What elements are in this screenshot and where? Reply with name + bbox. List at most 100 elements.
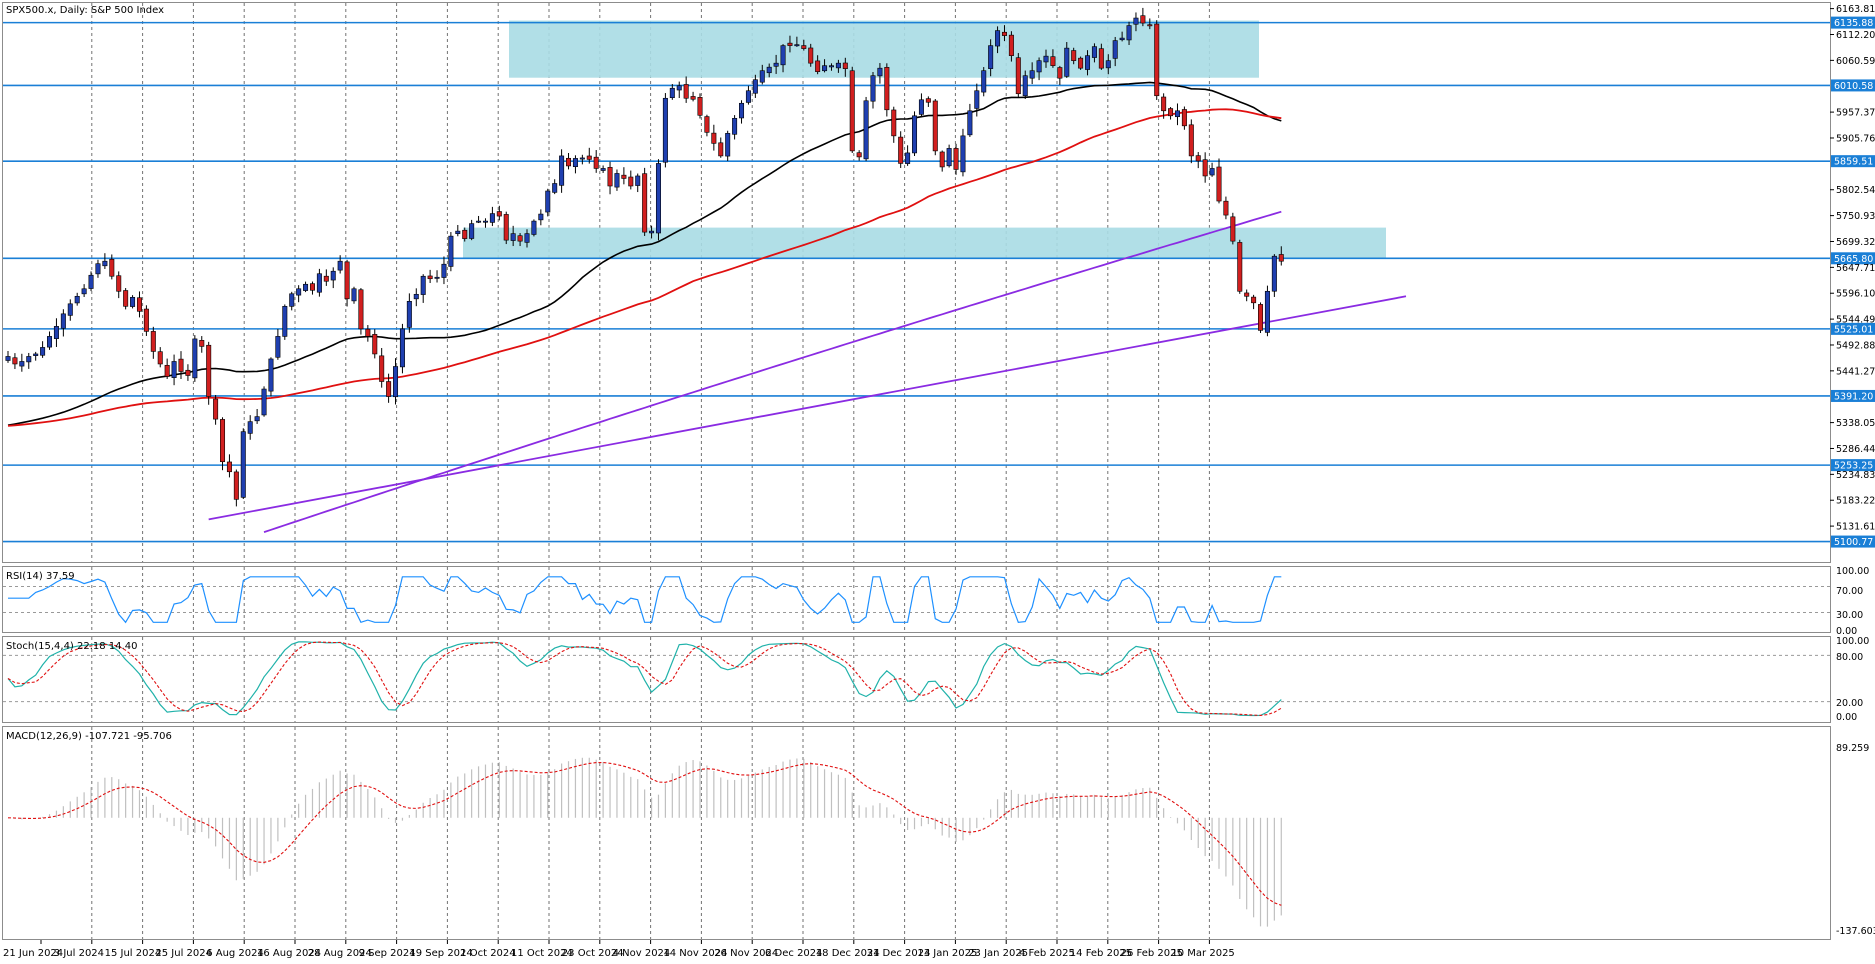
price-tick-label: 5338.05	[1836, 418, 1875, 429]
moving-averages	[7, 81, 1282, 533]
rsi-tick-0: 0.00	[1836, 626, 1857, 637]
candle-body	[171, 361, 177, 378]
candle-body	[835, 62, 841, 69]
macd-signal-line	[7, 761, 1282, 906]
candle-body	[759, 70, 765, 83]
candle-body	[1230, 216, 1236, 242]
price-tick-label: 5905.76	[1836, 133, 1875, 144]
candle-body	[323, 275, 329, 282]
candle-body	[496, 211, 502, 217]
price-tick-label: 5183.22	[1836, 496, 1875, 507]
candle-body	[1029, 70, 1035, 79]
candle-body	[427, 275, 433, 280]
candle-body	[1064, 47, 1070, 77]
candles	[5, 7, 1284, 507]
candle-body	[406, 301, 412, 328]
candle-body	[136, 297, 142, 312]
price-tick-label: 6163.81	[1836, 4, 1875, 15]
price-tick-label: 5750.93	[1836, 211, 1875, 222]
candle-body	[1244, 292, 1250, 297]
candle-body	[828, 65, 834, 68]
candle-body	[143, 308, 149, 332]
candle-body	[130, 296, 136, 307]
level-tag	[1831, 459, 1875, 472]
candle-body	[81, 288, 87, 295]
candle-body	[1168, 108, 1174, 117]
level-label: 6010.58	[1834, 81, 1873, 92]
candle-body	[316, 273, 322, 293]
price-tick-label: 6060.59	[1836, 56, 1875, 67]
candle-body	[261, 388, 267, 416]
candle-body	[628, 176, 634, 187]
candle-body	[849, 70, 855, 152]
candle-body	[614, 173, 620, 188]
level-tag	[1831, 322, 1875, 335]
level-tag	[1831, 16, 1875, 29]
candle-body	[1133, 17, 1139, 25]
candle-body	[53, 326, 59, 339]
candle-body	[1119, 37, 1125, 41]
candle-body	[178, 358, 184, 372]
macd-pane-frame	[2, 726, 1831, 940]
candle-body	[1209, 168, 1215, 176]
candle-body	[1140, 15, 1146, 24]
candle-body	[981, 70, 987, 93]
candle-body	[780, 45, 786, 66]
candle-body	[448, 235, 454, 267]
date-label: 11 Oct 2024	[511, 948, 573, 959]
date-label: 15 Jul 2024	[105, 948, 162, 959]
candle-body	[116, 275, 122, 292]
rsi-tick-100: 100.00	[1836, 566, 1869, 577]
candle-body	[386, 381, 392, 397]
candle-body	[213, 398, 219, 420]
date-label: 28 Aug 2024	[308, 948, 372, 959]
date-label: 6 Aug 2024	[206, 948, 264, 959]
candle-body	[752, 79, 758, 94]
candle-body	[150, 331, 156, 352]
candle-body	[40, 347, 46, 356]
candle-body	[192, 338, 198, 379]
candle-body	[510, 233, 516, 241]
candle-body	[1036, 60, 1042, 73]
price-tick-label: 5596.10	[1836, 289, 1875, 300]
candle-body	[33, 353, 39, 356]
candle-body	[503, 214, 509, 241]
stoch-tick-80: 80.00	[1836, 652, 1863, 663]
candle-body	[199, 340, 205, 347]
candle-body	[690, 96, 696, 100]
candle-body	[5, 356, 11, 361]
candle-body	[586, 155, 592, 160]
candle-body	[1015, 57, 1021, 95]
level-tag	[1831, 535, 1875, 548]
price-tick-label: 5286.44	[1836, 444, 1875, 455]
candle-body	[967, 110, 973, 136]
candle-body	[912, 115, 918, 154]
candle-body	[1237, 242, 1243, 292]
candle-body	[1202, 159, 1208, 177]
candle-body	[718, 142, 724, 157]
candle-body	[309, 283, 315, 291]
trendlines	[208, 295, 1407, 521]
candle-body	[607, 167, 613, 187]
candle-body	[275, 336, 281, 358]
candle-body	[226, 461, 232, 473]
chart-title: SPX500.x, Daily: S&P 500 Index	[6, 5, 164, 16]
candle-body	[988, 45, 994, 69]
candle-body	[123, 290, 129, 307]
candle-body	[88, 274, 94, 289]
candle-body	[745, 90, 751, 103]
stoch-pane-frame	[2, 636, 1831, 723]
level-label: 5525.01	[1834, 324, 1873, 335]
candle-body	[1264, 290, 1270, 333]
macd-indicator	[7, 757, 1282, 927]
candle-body	[1078, 57, 1084, 69]
level-label: 6135.88	[1834, 18, 1873, 29]
stochastic-indicator	[3, 641, 1830, 717]
date-label: 18 Dec 2024	[816, 948, 880, 959]
candle-body	[220, 419, 226, 463]
date-label: 14 Nov 2024	[663, 948, 727, 959]
stoch-d-line	[7, 641, 1282, 716]
candle-body	[372, 334, 378, 355]
